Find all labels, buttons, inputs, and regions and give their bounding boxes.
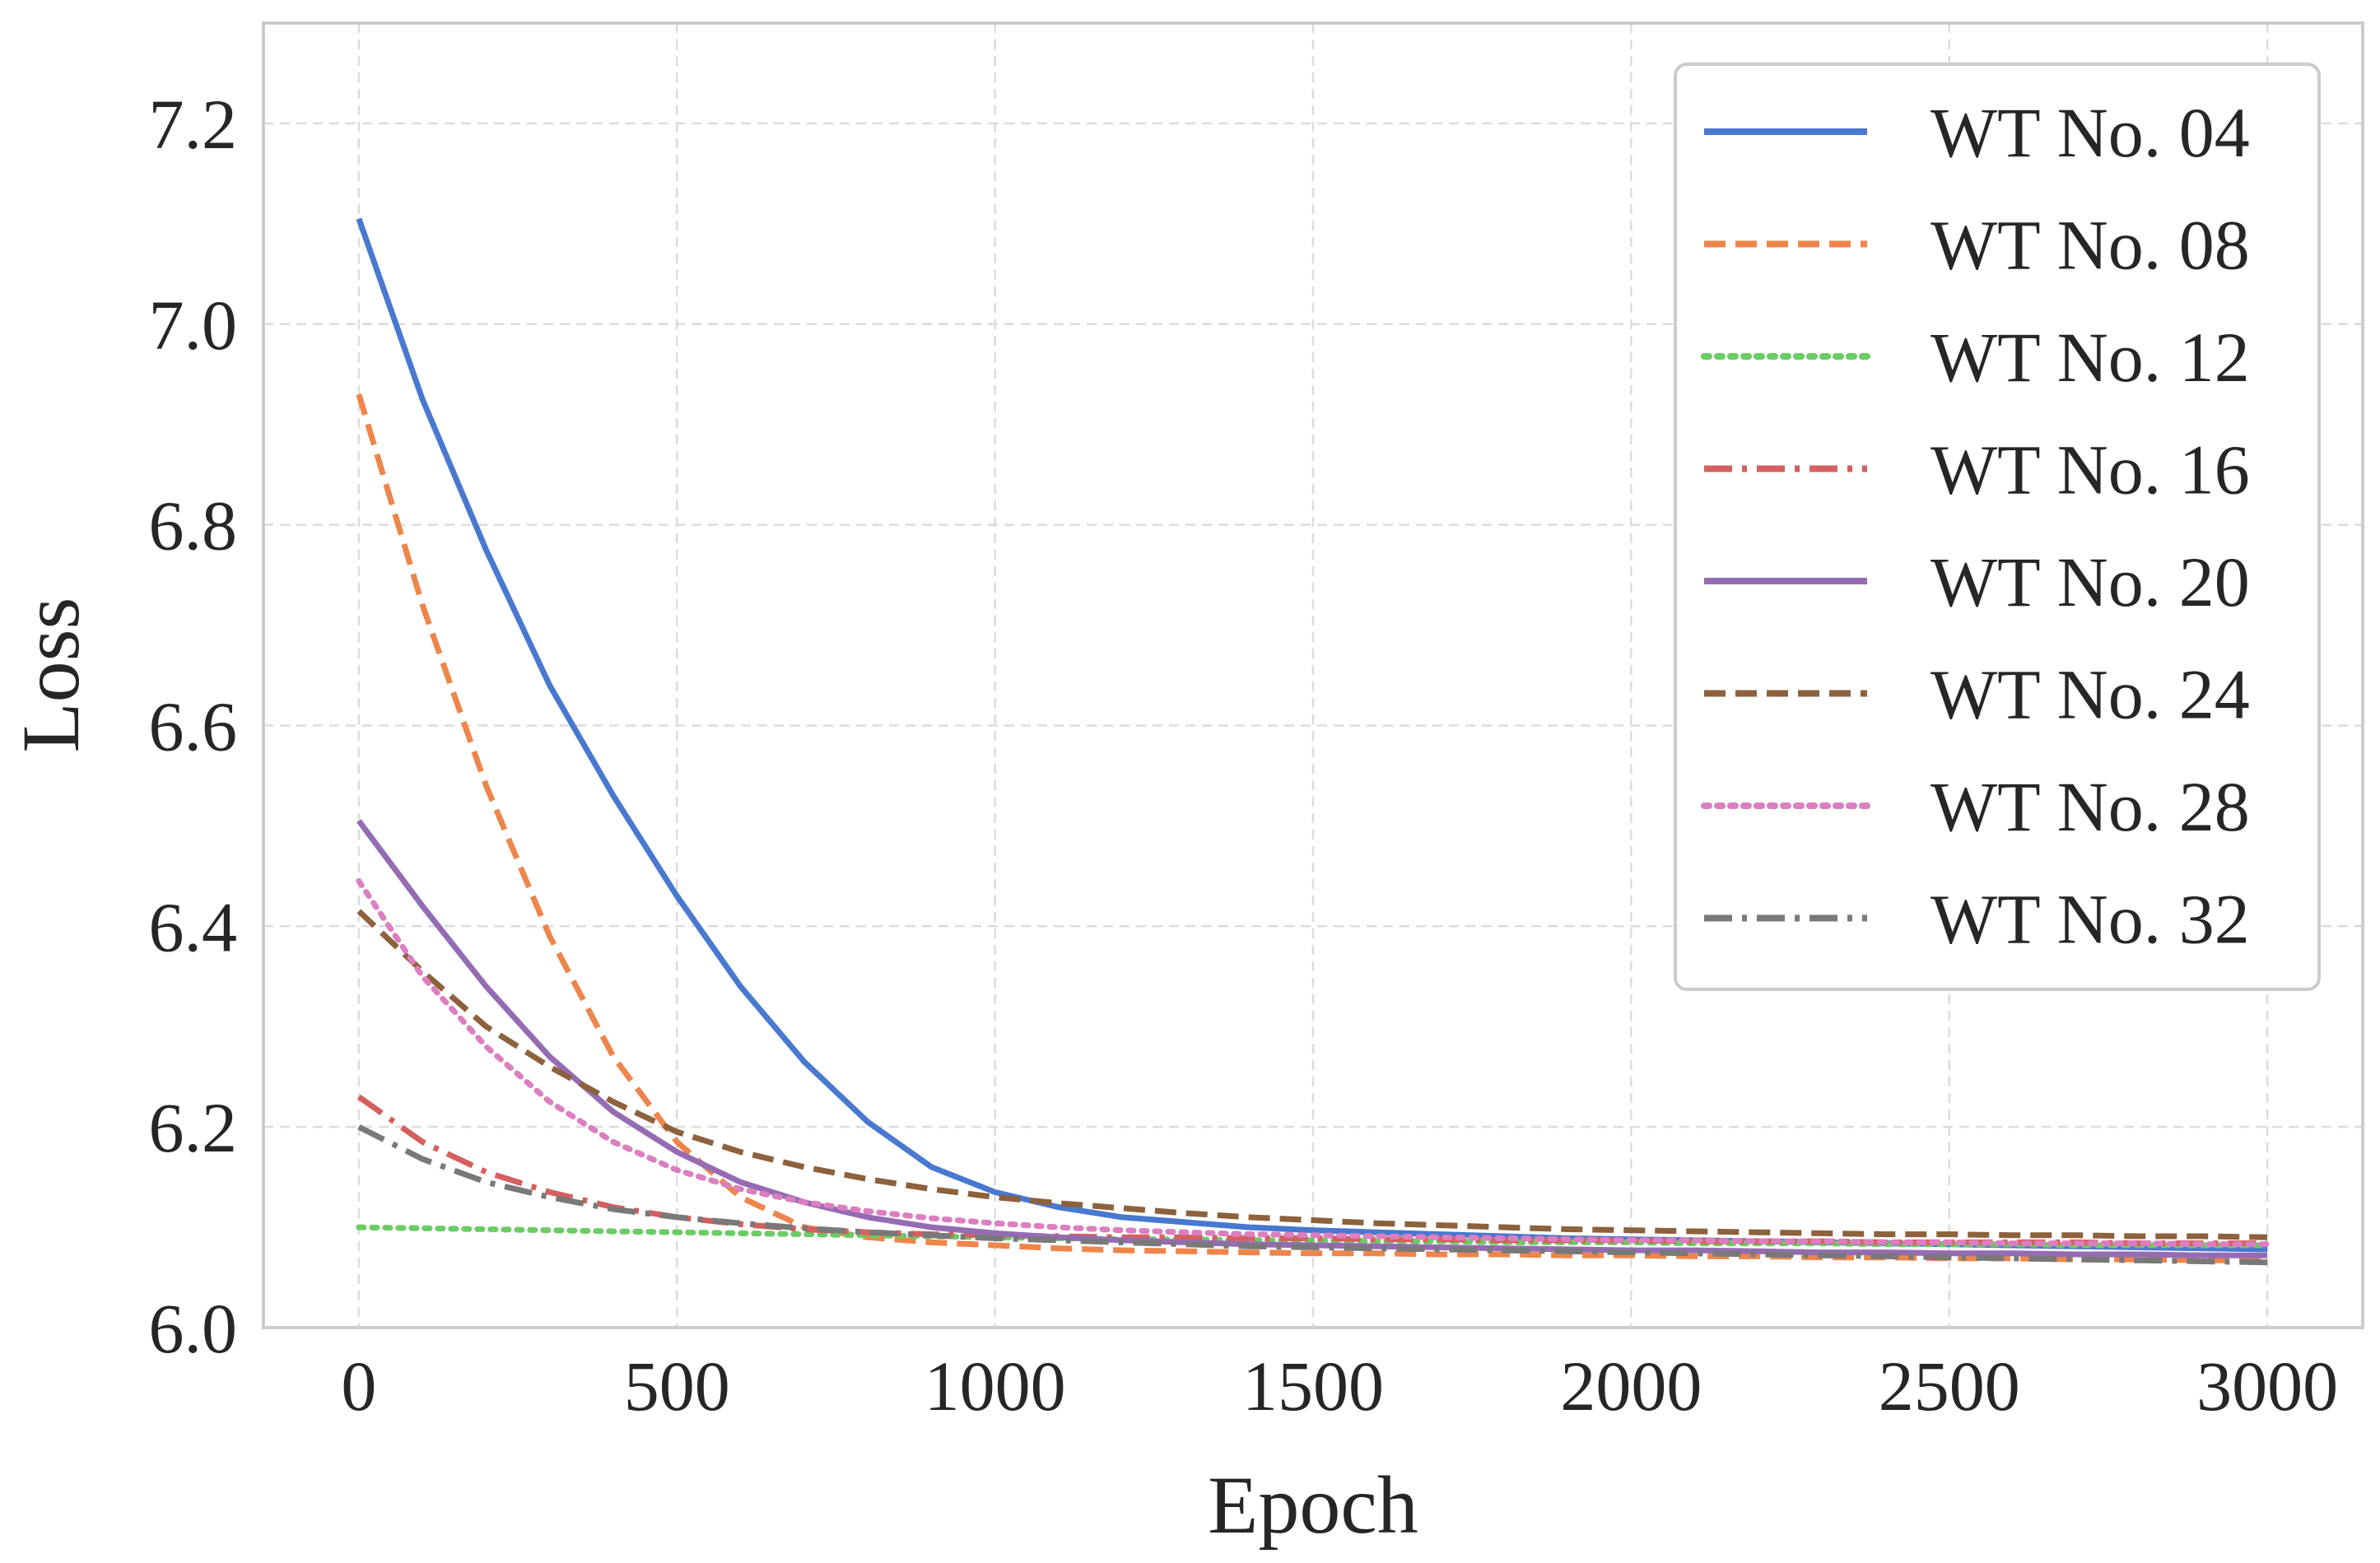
series-lines [356, 217, 2271, 1266]
legend-label-5: WT No. 20 [1931, 542, 2250, 621]
y-tick-label: 7.0 [149, 286, 238, 365]
legend-label-3: WT No. 12 [1931, 318, 2250, 397]
x-tick-label: 0 [341, 1347, 376, 1426]
y-tick-label: 6.2 [149, 1088, 238, 1167]
series-line-3 [356, 1224, 2271, 1249]
x-tick-label: 1000 [925, 1347, 1066, 1426]
series-line-6 [356, 909, 2268, 1240]
x-tick-label: 500 [624, 1347, 730, 1426]
x-axis-label: Epoch [1208, 1459, 1418, 1551]
series-line-8 [357, 1124, 2268, 1266]
legend-frame [1674, 63, 2321, 991]
y-axis-label: Loss [5, 598, 96, 753]
legend-label-1: WT No. 04 [1931, 93, 2250, 172]
legend-label-6: WT No. 24 [1931, 655, 2250, 734]
legend: WT No. 04 WT No. 08 WT No. 12 WT No. 16 WT N… [1674, 63, 2321, 991]
legend-label-7: WT No. 28 [1931, 767, 2250, 846]
y-tick-label: 6.0 [149, 1289, 238, 1368]
tick-labels: 0 500 1000 1500 2000 2500 3000 6.0 6.2 6.4 6.6 6.8 7… [149, 85, 2339, 1426]
legend-items: WT No. 04 WT No. 08 WT No. 12 WT No. 16 WT N… [1701, 93, 2250, 959]
x-tick-label: 2500 [1879, 1347, 2020, 1426]
y-tick-label: 6.4 [149, 887, 238, 966]
x-tick-label: 3000 [2196, 1347, 2338, 1426]
x-tick-label: 2000 [1560, 1347, 1702, 1426]
plot-frame [262, 21, 2364, 1329]
y-tick-label: 6.8 [149, 486, 238, 565]
series-line-2 [356, 393, 2268, 1263]
x-tick-label: 1500 [1242, 1347, 1384, 1426]
series-line-7 [356, 877, 2271, 1248]
legend-label-2: WT No. 08 [1931, 206, 2250, 285]
legend-label-4: WT No. 16 [1931, 430, 2250, 509]
legend-label-8: WT No. 32 [1931, 880, 2250, 959]
y-tick-label: 7.2 [149, 85, 238, 164]
y-tick-label: 6.6 [149, 686, 238, 765]
